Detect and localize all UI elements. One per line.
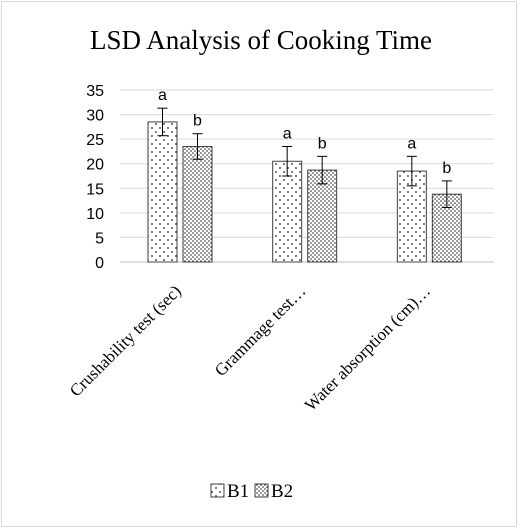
y-tick-label: 30	[86, 108, 104, 125]
bar-B1	[147, 121, 178, 263]
y-tick-label: 5	[95, 230, 104, 247]
significance-label: a	[407, 135, 416, 152]
bars: a b a b a b	[147, 87, 462, 263]
y-axis-ticks: 0 5 10 15 20 25 30 35	[86, 83, 104, 272]
x-category-label: Water absorption (cm)…	[301, 281, 434, 414]
x-category-label: Grammage test…	[211, 281, 310, 380]
significance-label: a	[283, 126, 292, 143]
y-tick-label: 20	[86, 157, 104, 174]
x-category-label: Crushability test (sec)	[66, 281, 185, 400]
x-axis-categories: Crushability test (sec) Grammage test…Wat…	[66, 281, 434, 414]
y-tick-label: 35	[86, 83, 104, 100]
y-tick-label: 25	[86, 132, 104, 149]
chart-title: LSD Analysis of Cooking Time	[90, 25, 432, 55]
bar-B2	[307, 169, 338, 263]
bar-B2	[182, 146, 213, 263]
grid-lines	[120, 89, 494, 263]
bar-B1	[272, 160, 303, 263]
significance-label: b	[318, 135, 327, 152]
legend-swatch-B1	[210, 483, 225, 498]
y-tick-label: 10	[86, 206, 104, 223]
legend-swatch-B2	[254, 483, 269, 498]
legend-label: B1	[227, 481, 249, 502]
significance-label: a	[158, 87, 167, 104]
significance-label: b	[193, 113, 202, 130]
y-tick-label: 0	[95, 255, 104, 272]
significance-label: b	[442, 160, 451, 177]
legend: B1 B2	[210, 481, 293, 502]
legend-label: B2	[271, 481, 293, 502]
y-tick-label: 15	[86, 181, 104, 198]
